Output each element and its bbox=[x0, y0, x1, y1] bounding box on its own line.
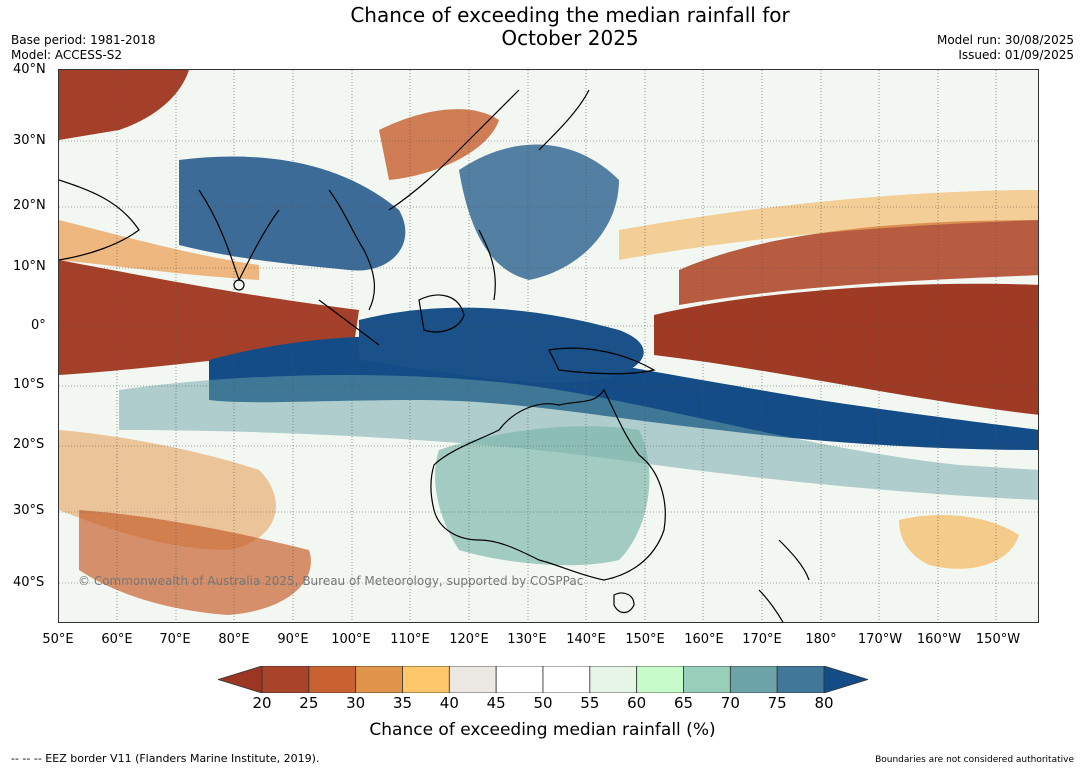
rainfall-map bbox=[58, 69, 1039, 623]
meta-right: Model run: 30/08/2025 Issued: 01/09/2025 bbox=[937, 33, 1074, 63]
colorbar-swatch bbox=[776, 666, 825, 693]
lon-label: 120°E bbox=[449, 632, 489, 647]
lon-label: 150°W bbox=[975, 632, 1021, 647]
lon-label: 150°E bbox=[625, 632, 665, 647]
colorbar-tick-label: 50 bbox=[533, 694, 553, 712]
lat-label: 10°S bbox=[13, 377, 45, 392]
lat-label: 40°S bbox=[13, 575, 45, 590]
colorbar-tick-label: 60 bbox=[627, 694, 647, 712]
model-name: Model: ACCESS-S2 bbox=[11, 48, 123, 62]
lon-label: 100°E bbox=[331, 632, 371, 647]
colorbar-swatch bbox=[308, 666, 357, 693]
lon-label: 130°E bbox=[507, 632, 547, 647]
lon-label: 160°W bbox=[916, 632, 962, 647]
lon-label: 160°E bbox=[684, 632, 724, 647]
colorbar-tick-label: 25 bbox=[299, 694, 319, 712]
lon-label: 80°E bbox=[218, 632, 250, 647]
colorbar-swatch bbox=[448, 666, 497, 693]
colorbar-tick-label: 65 bbox=[673, 694, 694, 712]
copyright-notice: © Commonwealth of Australia 2025, Bureau… bbox=[78, 574, 584, 588]
colorbar-swatch bbox=[683, 666, 731, 693]
lon-label: 180° bbox=[805, 632, 837, 647]
colorbar-swatch bbox=[402, 666, 450, 693]
lat-label: 30°N bbox=[13, 133, 46, 148]
colorbar-swatch bbox=[589, 666, 638, 693]
colorbar-tick-label: 80 bbox=[814, 694, 834, 712]
colorbar-tick-label: 70 bbox=[720, 694, 740, 712]
boundary-disclaimer: Boundaries are not considered authoritat… bbox=[875, 755, 1074, 765]
lat-label: 20°S bbox=[13, 437, 45, 452]
map-title: Chance of exceeding the median rainfall … bbox=[270, 4, 870, 50]
colorbar-swatch bbox=[495, 666, 544, 693]
meta-left: Base period: 1981-2018 Model: ACCESS-S2 bbox=[11, 33, 156, 63]
colorbar-tick-label: 45 bbox=[486, 694, 506, 712]
colorbar-swatch bbox=[729, 666, 778, 693]
colorbar-tick-label: 40 bbox=[439, 694, 459, 712]
colorbar-extend-high bbox=[823, 666, 868, 693]
lon-label: 170°E bbox=[742, 632, 782, 647]
colorbar-swatch bbox=[261, 666, 310, 693]
lat-label: 0° bbox=[31, 318, 46, 333]
colorbar-tick-label: 20 bbox=[252, 694, 272, 712]
colorbar bbox=[218, 666, 868, 693]
colorbar-swatch bbox=[542, 666, 591, 693]
colorbar-tick-label: 30 bbox=[346, 694, 366, 712]
title-line-1: Chance of exceeding the median rainfall … bbox=[350, 3, 790, 27]
base-period: Base period: 1981-2018 bbox=[11, 33, 156, 47]
lon-label: 170°W bbox=[857, 632, 903, 647]
lon-label: 140°E bbox=[566, 632, 606, 647]
eez-note: -- -- -- EEZ border V11 (Flanders Marine… bbox=[11, 752, 320, 765]
lon-label: 60°E bbox=[101, 632, 133, 647]
colorbar-swatch bbox=[355, 666, 403, 693]
title-line-2: October 2025 bbox=[501, 26, 639, 50]
colorbar-extend-low bbox=[218, 666, 263, 693]
colorbar-tick-label: 55 bbox=[580, 694, 600, 712]
colorbar-swatch bbox=[636, 666, 684, 693]
lon-label: 70°E bbox=[159, 632, 191, 647]
lat-label: 10°N bbox=[13, 259, 46, 274]
lat-label: 40°N bbox=[13, 62, 46, 77]
map-canvas bbox=[59, 70, 1038, 622]
colorbar-tick-label: 75 bbox=[767, 694, 787, 712]
colorbar-title: Chance of exceeding median rainfall (%) bbox=[369, 720, 716, 740]
lon-label: 90°E bbox=[277, 632, 309, 647]
lon-label: 110°E bbox=[390, 632, 430, 647]
model-run: Model run: 30/08/2025 bbox=[936, 33, 1074, 47]
lon-label: 50°E bbox=[42, 632, 74, 647]
lat-label: 30°S bbox=[13, 503, 45, 518]
colorbar-tick-label: 35 bbox=[392, 694, 413, 712]
issued-date: Issued: 01/09/2025 bbox=[958, 48, 1074, 62]
lat-label: 20°N bbox=[13, 198, 46, 213]
